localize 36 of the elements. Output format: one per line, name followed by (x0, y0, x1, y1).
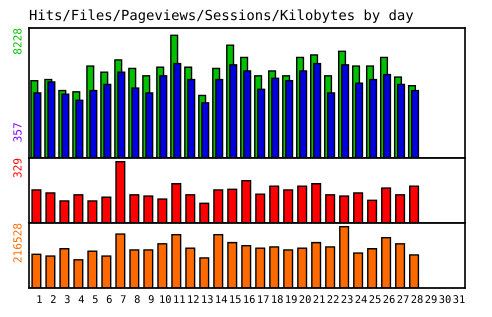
x-tick-label: 1 (37, 295, 42, 303)
x-tick-label: 22 (328, 295, 338, 303)
x-tick-label: 31 (453, 295, 465, 304)
x-tick-label: 6 (106, 295, 112, 304)
x-tick-label: 27 (398, 295, 409, 303)
x-tick-label: 24 (356, 295, 367, 303)
x-tick-label: 10 (160, 295, 171, 304)
x-tick-label: 4 (78, 295, 84, 303)
text: 216528 (13, 224, 22, 262)
text: 357 (13, 123, 22, 142)
x-tick-label: 5 (92, 295, 98, 304)
x-tick-label: 20 (300, 295, 311, 304)
x-tick-label: 7 (120, 295, 126, 303)
x-tick-label: 21 (314, 295, 325, 303)
text: 329 (13, 158, 22, 178)
x-tick-label: 29 (426, 295, 437, 304)
text: 8228 (13, 28, 22, 54)
x-tick-label: 19 (286, 295, 297, 304)
x-tick-label: 11 (174, 295, 185, 303)
x-tick-label: 14 (216, 295, 227, 303)
x-tick-label: 2 (50, 295, 56, 303)
x-tick-label: 17 (258, 295, 269, 303)
x-tick-label: 23 (342, 295, 353, 304)
x-tick-label: 9 (148, 295, 154, 304)
x-tick-label: 26 (384, 295, 395, 304)
x-tick-label: 28 (412, 295, 423, 304)
x-tick-label: 15 (230, 295, 241, 304)
x-tick-label: 13 (202, 295, 213, 304)
x-tick-label: 25 (370, 295, 380, 304)
x-tick-label: 12 (188, 295, 199, 303)
x-tick-label: 8 (134, 295, 140, 304)
x-tick-label: 30 (439, 295, 451, 304)
chart-title: Hits/Files/Pageviews/Sessions/Kilobytes by day (30, 9, 414, 23)
x-tick-label: 16 (244, 295, 255, 304)
x-tick-label: 18 (272, 295, 283, 304)
x-tick-label: 3 (64, 295, 70, 304)
